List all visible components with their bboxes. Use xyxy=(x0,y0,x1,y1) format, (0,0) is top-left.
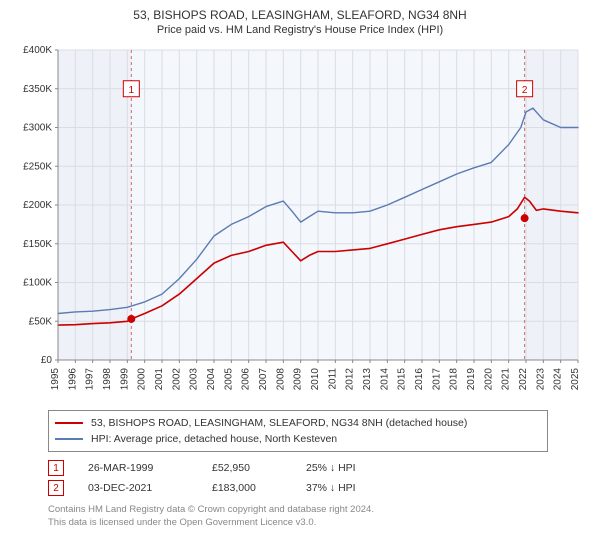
marker-row: 2 03-DEC-2021 £183,000 37% ↓ HPI xyxy=(48,478,548,498)
title-main: 53, BISHOPS ROAD, LEASINGHAM, SLEAFORD, … xyxy=(10,8,590,22)
svg-text:1996: 1996 xyxy=(67,368,78,391)
svg-text:2008: 2008 xyxy=(275,368,286,391)
svg-text:2020: 2020 xyxy=(483,368,494,391)
legend-label: HPI: Average price, detached house, Nort… xyxy=(91,431,337,447)
svg-text:£0: £0 xyxy=(41,355,53,366)
svg-text:£150K: £150K xyxy=(23,239,52,250)
svg-text:2007: 2007 xyxy=(258,368,269,391)
svg-text:2015: 2015 xyxy=(397,368,408,391)
marker-date: 03-DEC-2021 xyxy=(88,482,188,494)
svg-text:2000: 2000 xyxy=(137,368,148,391)
footer-attribution: Contains HM Land Registry data © Crown c… xyxy=(48,504,548,530)
svg-text:2018: 2018 xyxy=(449,368,460,391)
svg-text:1998: 1998 xyxy=(102,368,113,391)
marker-date: 26-MAR-1999 xyxy=(88,462,188,474)
svg-text:2021: 2021 xyxy=(501,368,512,391)
title-sub: Price paid vs. HM Land Registry's House … xyxy=(10,24,590,36)
svg-text:£350K: £350K xyxy=(23,84,52,95)
svg-text:2025: 2025 xyxy=(570,368,581,391)
svg-text:2004: 2004 xyxy=(206,368,217,391)
footer-line1: Contains HM Land Registry data © Crown c… xyxy=(48,504,548,517)
svg-text:£300K: £300K xyxy=(23,123,52,134)
svg-text:2012: 2012 xyxy=(345,368,356,391)
svg-text:2: 2 xyxy=(522,85,528,96)
svg-text:2009: 2009 xyxy=(293,368,304,391)
svg-text:2001: 2001 xyxy=(154,368,165,391)
svg-text:2019: 2019 xyxy=(466,368,477,391)
legend-label: 53, BISHOPS ROAD, LEASINGHAM, SLEAFORD, … xyxy=(91,415,467,431)
svg-text:2023: 2023 xyxy=(535,368,546,391)
chart-area: £0 £50K £100K £150K £200K £250K £300K £350K £400… xyxy=(10,42,590,402)
svg-text:£100K: £100K xyxy=(23,278,52,289)
svg-text:2024: 2024 xyxy=(553,368,564,391)
svg-text:2006: 2006 xyxy=(241,368,252,391)
marker-badge: 2 xyxy=(48,480,64,496)
svg-text:1: 1 xyxy=(129,85,135,96)
chart-container: 53, BISHOPS ROAD, LEASINGHAM, SLEAFORD, … xyxy=(0,0,600,560)
svg-text:2016: 2016 xyxy=(414,368,425,391)
legend-row: HPI: Average price, detached house, Nort… xyxy=(55,431,541,447)
marker-price: £52,950 xyxy=(212,462,282,474)
legend-row: 53, BISHOPS ROAD, LEASINGHAM, SLEAFORD, … xyxy=(55,415,541,431)
marker-badge: 1 xyxy=(48,460,64,476)
marker-row: 1 26-MAR-1999 £52,950 25% ↓ HPI xyxy=(48,458,548,478)
legend-swatch xyxy=(55,422,83,424)
legend-swatch xyxy=(55,438,83,440)
svg-text:2013: 2013 xyxy=(362,368,373,391)
marker-table: 1 26-MAR-1999 £52,950 25% ↓ HPI 2 03-DEC-2021… xyxy=(48,458,548,498)
marker-price: £183,000 xyxy=(212,482,282,494)
svg-text:1995: 1995 xyxy=(50,368,61,391)
svg-text:£400K: £400K xyxy=(23,45,52,56)
svg-text:2005: 2005 xyxy=(223,368,234,391)
marker-hpi: 25% ↓ HPI xyxy=(306,462,396,474)
svg-text:£200K: £200K xyxy=(23,200,52,211)
svg-text:1999: 1999 xyxy=(119,368,130,391)
svg-text:2003: 2003 xyxy=(189,368,200,391)
svg-text:2017: 2017 xyxy=(431,368,442,391)
svg-text:1997: 1997 xyxy=(85,368,96,391)
svg-text:2011: 2011 xyxy=(327,368,338,390)
chart-svg: £0 £50K £100K £150K £200K £250K £300K £350K £400… xyxy=(10,42,590,402)
footer-line2: This data is licensed under the Open Gov… xyxy=(48,517,548,530)
svg-text:2022: 2022 xyxy=(518,368,529,391)
svg-text:£250K: £250K xyxy=(23,161,52,172)
marker-hpi: 37% ↓ HPI xyxy=(306,482,396,494)
chart-titles: 53, BISHOPS ROAD, LEASINGHAM, SLEAFORD, … xyxy=(10,8,590,36)
svg-text:£50K: £50K xyxy=(29,316,53,327)
svg-text:2002: 2002 xyxy=(171,368,182,391)
legend-box: 53, BISHOPS ROAD, LEASINGHAM, SLEAFORD, … xyxy=(48,410,548,452)
svg-text:2014: 2014 xyxy=(379,368,390,391)
svg-text:2010: 2010 xyxy=(310,368,321,391)
